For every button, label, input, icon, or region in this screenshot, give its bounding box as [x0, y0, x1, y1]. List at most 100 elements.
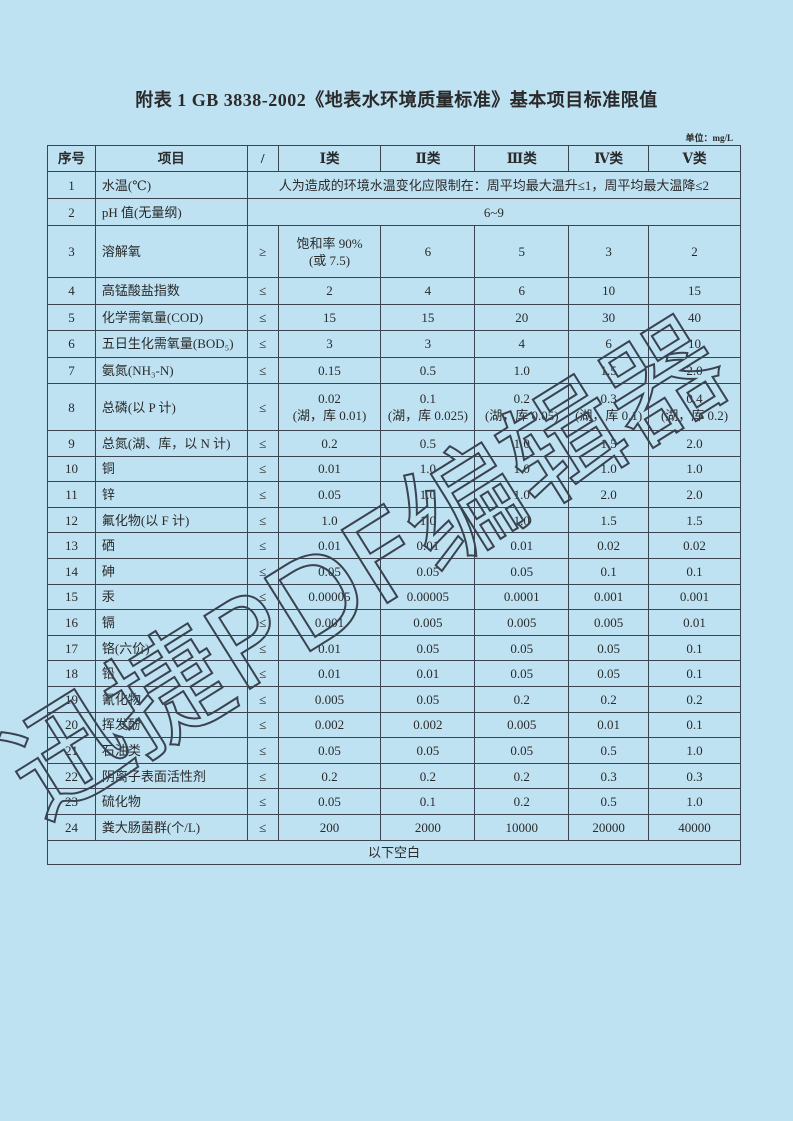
- row-number: 10: [47, 455, 96, 483]
- class-value: 0.5: [380, 430, 476, 457]
- item-name: 铬(六价): [94, 634, 248, 662]
- class-value: 0.02: [568, 532, 650, 559]
- item-name: 砷: [94, 557, 248, 585]
- class-value: 1.0: [474, 481, 570, 508]
- class-value: 0.005: [380, 609, 476, 636]
- class-value: 0.05: [380, 737, 476, 764]
- class-value: 2.0: [648, 430, 741, 457]
- class-value: 4: [380, 277, 476, 305]
- class-value: 1.0: [648, 788, 741, 815]
- column-header: Ⅴ类: [648, 145, 741, 172]
- class-value: 0.02: [648, 532, 741, 559]
- class-value: 1.0: [380, 481, 476, 508]
- class-value: 10: [568, 277, 650, 305]
- table-row: 11 锌 ≤0.05 1.0 1.0 2.0 2.0: [47, 481, 741, 508]
- table-row: 4 高锰酸盐指数 ≤2 4 6 10 15: [47, 277, 741, 305]
- class-value: 0.0001: [474, 583, 570, 611]
- row-number: 9: [47, 430, 96, 457]
- operator: ≤: [246, 481, 279, 508]
- class-value: 10000: [474, 813, 570, 841]
- row-number: 6: [47, 330, 96, 358]
- row-number: 20: [47, 711, 96, 739]
- row-number: 17: [47, 634, 96, 662]
- operator: ≤: [246, 685, 279, 713]
- class-value: 0.00005: [277, 583, 382, 611]
- class-value: 0.05: [474, 737, 570, 764]
- class-value: 6: [568, 330, 650, 358]
- class-value: 0.02 (湖，库 0.01): [277, 383, 382, 431]
- item-name: 五日生化需氧量(BOD₅): [94, 330, 248, 358]
- class-value: 3: [380, 330, 476, 358]
- operator: ≤: [246, 634, 279, 662]
- row-number: 2: [47, 198, 96, 226]
- footer-note: 以下空白: [47, 839, 741, 865]
- item-name: 化学需氧量(COD): [94, 303, 248, 331]
- table-row: 2 pH 值(无量纲) 6~9: [47, 198, 742, 226]
- operator: ≤: [246, 609, 279, 636]
- class-value: 0.05: [277, 788, 382, 815]
- class-value: 1.5: [568, 506, 650, 534]
- row-note: 6~9: [246, 198, 742, 226]
- class-value: 0.1 (湖，库 0.025): [380, 383, 476, 431]
- item-name: 氟化物(以 F 计): [94, 506, 248, 534]
- operator: ≤: [246, 737, 279, 764]
- row-number: 19: [47, 685, 96, 713]
- class-value: 40000: [648, 813, 741, 841]
- item-name: 氨氮(NH₃-N): [94, 356, 248, 384]
- class-value: 20000: [568, 813, 650, 841]
- item-name: 水温(℃): [94, 171, 248, 199]
- table-row: 5 化学需氧量(COD) ≤15 15 20 30 40: [47, 303, 741, 331]
- table-row: 8 总磷(以 P 计) ≤0.02 (湖，库 0.01) 0.1 (湖，库 0.025…: [47, 383, 741, 431]
- table-row: 17 铬(六价) ≤0.01 0.05 0.05 0.05 0.1: [47, 634, 741, 662]
- column-header: 项目: [94, 145, 248, 172]
- table-row: 20 挥发酚 ≤0.002 0.002 0.005 0.01 0.1: [47, 711, 741, 739]
- item-name: 高锰酸盐指数: [94, 277, 248, 305]
- class-value: 0.2: [380, 762, 476, 790]
- class-value: 0.001: [648, 583, 741, 611]
- class-value: 0.005: [568, 609, 650, 636]
- class-value: 20: [474, 303, 570, 331]
- class-value: 0.005: [277, 685, 382, 713]
- class-value: 0.1: [648, 557, 741, 585]
- class-value: 0.5: [568, 788, 650, 815]
- standards-table: 序号 项目 / Ⅰ类 Ⅱ类 Ⅲ类 Ⅳ类 Ⅴ类 1 水温(℃) 人为造成的环境水温变化应限制在：周平…: [47, 145, 742, 865]
- class-value: 0.1: [648, 660, 741, 687]
- table-row: 18 铅 ≤0.01 0.01 0.05 0.05 0.1: [47, 660, 741, 687]
- class-value: 0.05: [277, 481, 382, 508]
- class-value: 2000: [380, 813, 476, 841]
- operator: ≤: [246, 383, 279, 431]
- row-note: 人为造成的环境水温变化应限制在：周平均最大温升≤1，周平均最大温降≤2: [246, 171, 742, 199]
- class-value: 0.5: [380, 356, 476, 384]
- column-header: Ⅲ类: [474, 145, 570, 172]
- table-row: 22 阴离子表面活性剂 ≤0.2 0.2 0.2 0.3 0.3: [47, 762, 741, 790]
- header-row: 序号 项目 / Ⅰ类 Ⅱ类 Ⅲ类 Ⅳ类 Ⅴ类: [47, 145, 741, 172]
- class-value: 200: [277, 813, 382, 841]
- class-value: 2.0: [568, 481, 650, 508]
- class-value: 0.05: [474, 660, 570, 687]
- item-name: 挥发酚: [94, 711, 248, 739]
- class-value: 1.5: [568, 430, 650, 457]
- operator: ≤: [246, 356, 279, 384]
- class-value: 0.05: [568, 634, 650, 662]
- table-row: 23 硫化物 ≤0.05 0.1 0.2 0.5 1.0: [47, 788, 741, 815]
- row-number: 13: [47, 532, 96, 559]
- class-value: 0.01: [474, 532, 570, 559]
- table-row: 21 石油类 ≤0.05 0.05 0.05 0.5 1.0: [47, 737, 741, 764]
- column-header: Ⅳ类: [568, 145, 650, 172]
- class-value: 0.05: [474, 557, 570, 585]
- column-header: Ⅰ类: [277, 145, 382, 172]
- table-row: 13 硒 ≤0.01 0.01 0.01 0.02 0.02: [47, 532, 741, 559]
- item-name: 氰化物: [94, 685, 248, 713]
- class-value: 2.0: [648, 481, 741, 508]
- unit-label: 单位：mg/L: [685, 133, 733, 143]
- column-header: 序号: [47, 145, 96, 172]
- item-name: 石油类: [94, 737, 248, 764]
- class-value: 0.2: [474, 788, 570, 815]
- class-value: 40: [648, 303, 741, 331]
- class-value: 1.5: [648, 506, 741, 534]
- class-value: 0.01: [380, 532, 476, 559]
- class-value: 0.3 (湖，库 0.1): [568, 383, 650, 431]
- table-row: 1 水温(℃) 人为造成的环境水温变化应限制在：周平均最大温升≤1，周平均最大温降≤…: [47, 171, 742, 199]
- class-value: 0.01: [277, 532, 382, 559]
- class-value: 1.0: [568, 455, 650, 483]
